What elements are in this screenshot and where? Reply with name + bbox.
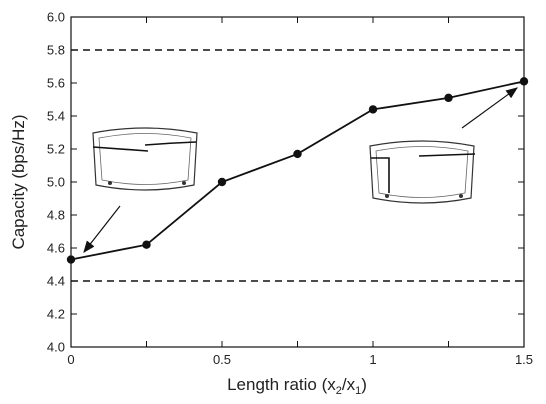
y-tick-label: 5.4	[47, 109, 65, 124]
reference-lines-layer	[71, 49, 524, 282]
y-tick-label: 4.4	[47, 274, 65, 289]
y-tick-label: 4.6	[47, 241, 65, 256]
y-tick-label: 4.2	[47, 307, 65, 322]
windshield-inset-right	[369, 140, 476, 204]
ticks-layer	[70, 16, 525, 348]
y-tick-label: 5.2	[47, 142, 65, 157]
mount-dot-right	[182, 181, 186, 185]
y-tick-label: 5.0	[47, 175, 65, 190]
windshield-inner-left	[98, 133, 192, 185]
x-tick-label: 1.5	[515, 352, 533, 367]
slot-left-a	[92, 146, 149, 152]
mount-dot-right	[459, 194, 463, 198]
y-tick-label: 5.8	[47, 43, 65, 58]
data-point	[293, 149, 302, 159]
mount-dot-left	[108, 181, 112, 185]
windshield-inner-right	[375, 146, 469, 198]
data-point	[142, 240, 151, 249]
windshield-inset-left	[92, 127, 198, 191]
plot-frame	[70, 16, 525, 348]
series-line	[70, 80, 525, 261]
windshield-outer-right	[369, 140, 475, 204]
y-tick-label: 4.8	[47, 208, 65, 223]
mount-dot-left	[385, 194, 389, 198]
x-tick-label: 0.5	[213, 352, 231, 367]
x-tick-label: 1	[369, 352, 376, 367]
y-tick-label: 6.0	[47, 10, 65, 25]
data-point	[368, 105, 378, 114]
x-tick-label: 0	[67, 352, 74, 367]
slot-right-b	[418, 153, 476, 157]
y-axis-label: Capacity (bps/Hz)	[9, 114, 28, 249]
data-point	[217, 177, 227, 187]
arrow-left	[83, 205, 121, 253]
y-tick-label: 4.0	[47, 340, 65, 355]
x-tick-labels: 0 0.5 1 1.5	[67, 352, 533, 367]
series-layer	[66, 77, 529, 264]
x-axis-label: Length ratio (x2/x1)	[227, 375, 367, 397]
y-tick-labels: 4.0 4.2 4.4 4.6 4.8 5.0 5.2 5.4 5.6 5.8 6.0	[47, 10, 65, 355]
slot-left-b	[144, 141, 197, 146]
y-tick-label: 5.6	[47, 76, 65, 91]
arrow-right	[461, 87, 518, 129]
windshield-outer-left	[92, 127, 198, 191]
slot-right-a	[371, 157, 390, 193]
data-point	[444, 93, 453, 103]
